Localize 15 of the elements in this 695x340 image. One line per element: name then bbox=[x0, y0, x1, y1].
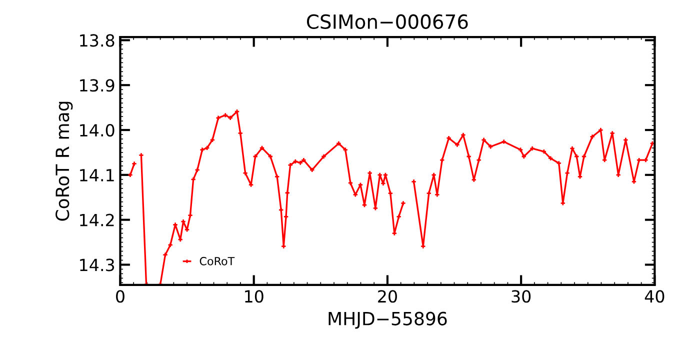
x-tick-label: 30 bbox=[512, 290, 531, 303]
y-tick-label: 14.1 bbox=[80, 169, 114, 182]
x-tick-label: 10 bbox=[245, 290, 264, 303]
x-tick-label: 20 bbox=[378, 290, 397, 303]
y-tick-label: 14.2 bbox=[80, 214, 114, 226]
y-tick-label: 14.0 bbox=[80, 124, 114, 137]
legend-label: CoRoT bbox=[200, 256, 235, 266]
y-tick-label: 13.9 bbox=[80, 79, 114, 92]
chart-title: CSIMon−000676 bbox=[306, 14, 468, 30]
x-tick-label: 0 bbox=[116, 290, 124, 303]
y-tick-label: 13.8 bbox=[80, 34, 114, 47]
y-tick-label: 14.3 bbox=[80, 258, 114, 272]
y-axis-title: CoRoT R mag bbox=[56, 102, 73, 221]
x-axis-title: MHJD−55896 bbox=[328, 312, 447, 329]
x-tick-label: 40 bbox=[644, 290, 664, 303]
